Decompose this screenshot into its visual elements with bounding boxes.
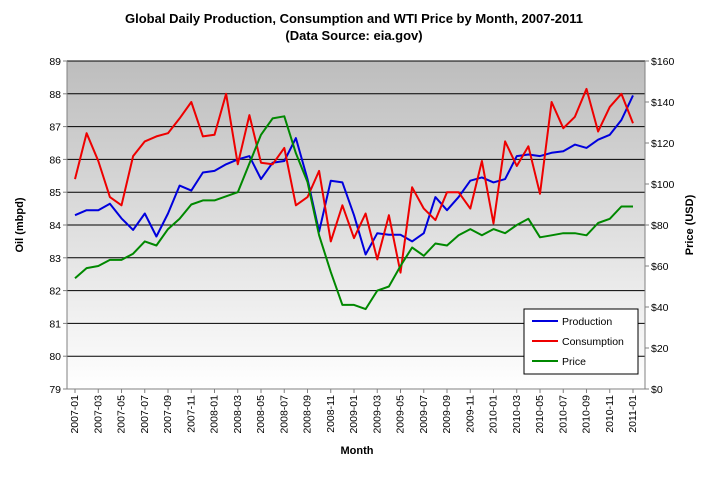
x-tick-label: 2010-09 [581, 395, 593, 434]
left-tick-label: 89 [49, 56, 61, 68]
chart-subtitle: (Data Source: eia.gov) [285, 28, 422, 43]
right-tick-label: $40 [651, 302, 669, 314]
x-tick-label: 2010-05 [534, 395, 546, 434]
x-tick-label: 2007-03 [92, 395, 104, 434]
chart-legend: Production Consumption Price [523, 308, 639, 375]
x-tick-label: 2007-11 [185, 395, 197, 433]
x-tick-label: 2009-07 [418, 395, 430, 434]
right-tick-label: $160 [651, 56, 675, 68]
x-tick-label: 2008-07 [278, 395, 290, 434]
x-tick-label: 2008-11 [325, 395, 337, 433]
x-tick-label: 2008-09 [302, 395, 314, 434]
x-tick-label: 2007-09 [162, 395, 174, 434]
left-tick-label: 80 [49, 351, 61, 363]
x-tick-label: 2008-03 [232, 395, 244, 434]
x-tick-label: 2009-09 [441, 395, 453, 434]
legend-label-consumption: Consumption [562, 336, 624, 348]
left-tick-label: 85 [49, 187, 61, 199]
y-axis-title-left: Oil (mbpd) [14, 197, 26, 252]
series-line-production [74, 94, 634, 256]
x-tick-label: 2010-03 [511, 395, 523, 434]
legend-label-price: Price [562, 356, 586, 368]
right-axis-ticks: $0 $20 $40 $60 $80 $100 $120 $140 $160 [645, 56, 675, 396]
x-tick-label: 2010-07 [557, 395, 569, 434]
y-axis-title-right: Price (USD) [684, 194, 696, 255]
left-tick-label: 79 [49, 384, 61, 396]
legend-label-production: Production [562, 316, 612, 328]
right-tick-label: $100 [651, 179, 675, 191]
left-tick-label: 86 [49, 154, 61, 166]
left-tick-label: 84 [49, 220, 61, 232]
x-tick-label: 2010-01 [488, 395, 500, 434]
x-tick-label: 2010-11 [604, 395, 616, 433]
left-tick-label: 82 [49, 286, 61, 298]
x-tick-label: 2009-03 [371, 395, 383, 434]
x-tick-label: 2007-01 [69, 395, 81, 434]
right-tick-label: $140 [651, 97, 675, 109]
x-tick-label: 2009-05 [395, 395, 407, 434]
x-tick-label: 2008-05 [255, 395, 267, 434]
chart-title: Global Daily Production, Consumption and… [125, 11, 583, 26]
left-tick-label: 83 [49, 253, 61, 265]
series-line-consumption [74, 87, 634, 274]
series-lines [74, 87, 634, 311]
left-tick-label: 88 [49, 89, 61, 101]
x-tick-label: 2009-11 [464, 395, 476, 433]
series-line-price [74, 115, 633, 311]
x-tick-label: 2007-05 [116, 395, 128, 434]
x-axis-ticks: 2007-01 2007-03 2007-05 2007-07 2007-09 2007-… [69, 389, 639, 434]
right-tick-label: $0 [651, 384, 663, 396]
right-tick-label: $20 [651, 343, 669, 355]
left-axis-ticks: 79 80 81 82 83 84 85 86 87 88 89 [49, 56, 67, 396]
x-tick-label: 2008-01 [209, 395, 221, 434]
right-tick-label: $80 [651, 220, 669, 232]
right-tick-label: $120 [651, 138, 675, 150]
left-tick-label: 87 [49, 122, 61, 134]
x-tick-label: 2009-01 [348, 395, 360, 434]
left-tick-label: 81 [49, 318, 61, 330]
x-tick-label: 2007-07 [139, 395, 151, 434]
x-tick-label: 2011-01 [627, 395, 639, 433]
right-tick-label: $60 [651, 261, 669, 273]
x-axis-title: Month [341, 445, 374, 457]
